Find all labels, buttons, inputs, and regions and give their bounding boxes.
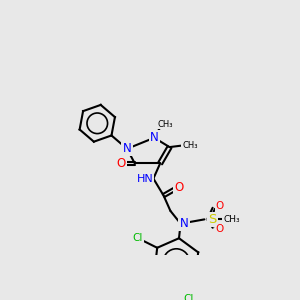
- Text: O: O: [174, 181, 184, 194]
- Text: S: S: [208, 213, 216, 226]
- Text: CH₃: CH₃: [158, 120, 173, 129]
- Text: N: N: [150, 131, 159, 144]
- Text: Cl: Cl: [184, 294, 194, 300]
- Text: HN: HN: [136, 174, 153, 184]
- Text: CH₃: CH₃: [182, 141, 198, 150]
- Text: N: N: [123, 142, 131, 155]
- Text: O: O: [116, 157, 126, 170]
- Text: O: O: [216, 224, 224, 234]
- Text: CH₃: CH₃: [223, 215, 240, 224]
- Text: O: O: [216, 201, 224, 211]
- Text: N: N: [180, 217, 188, 230]
- Text: Cl: Cl: [132, 232, 143, 243]
